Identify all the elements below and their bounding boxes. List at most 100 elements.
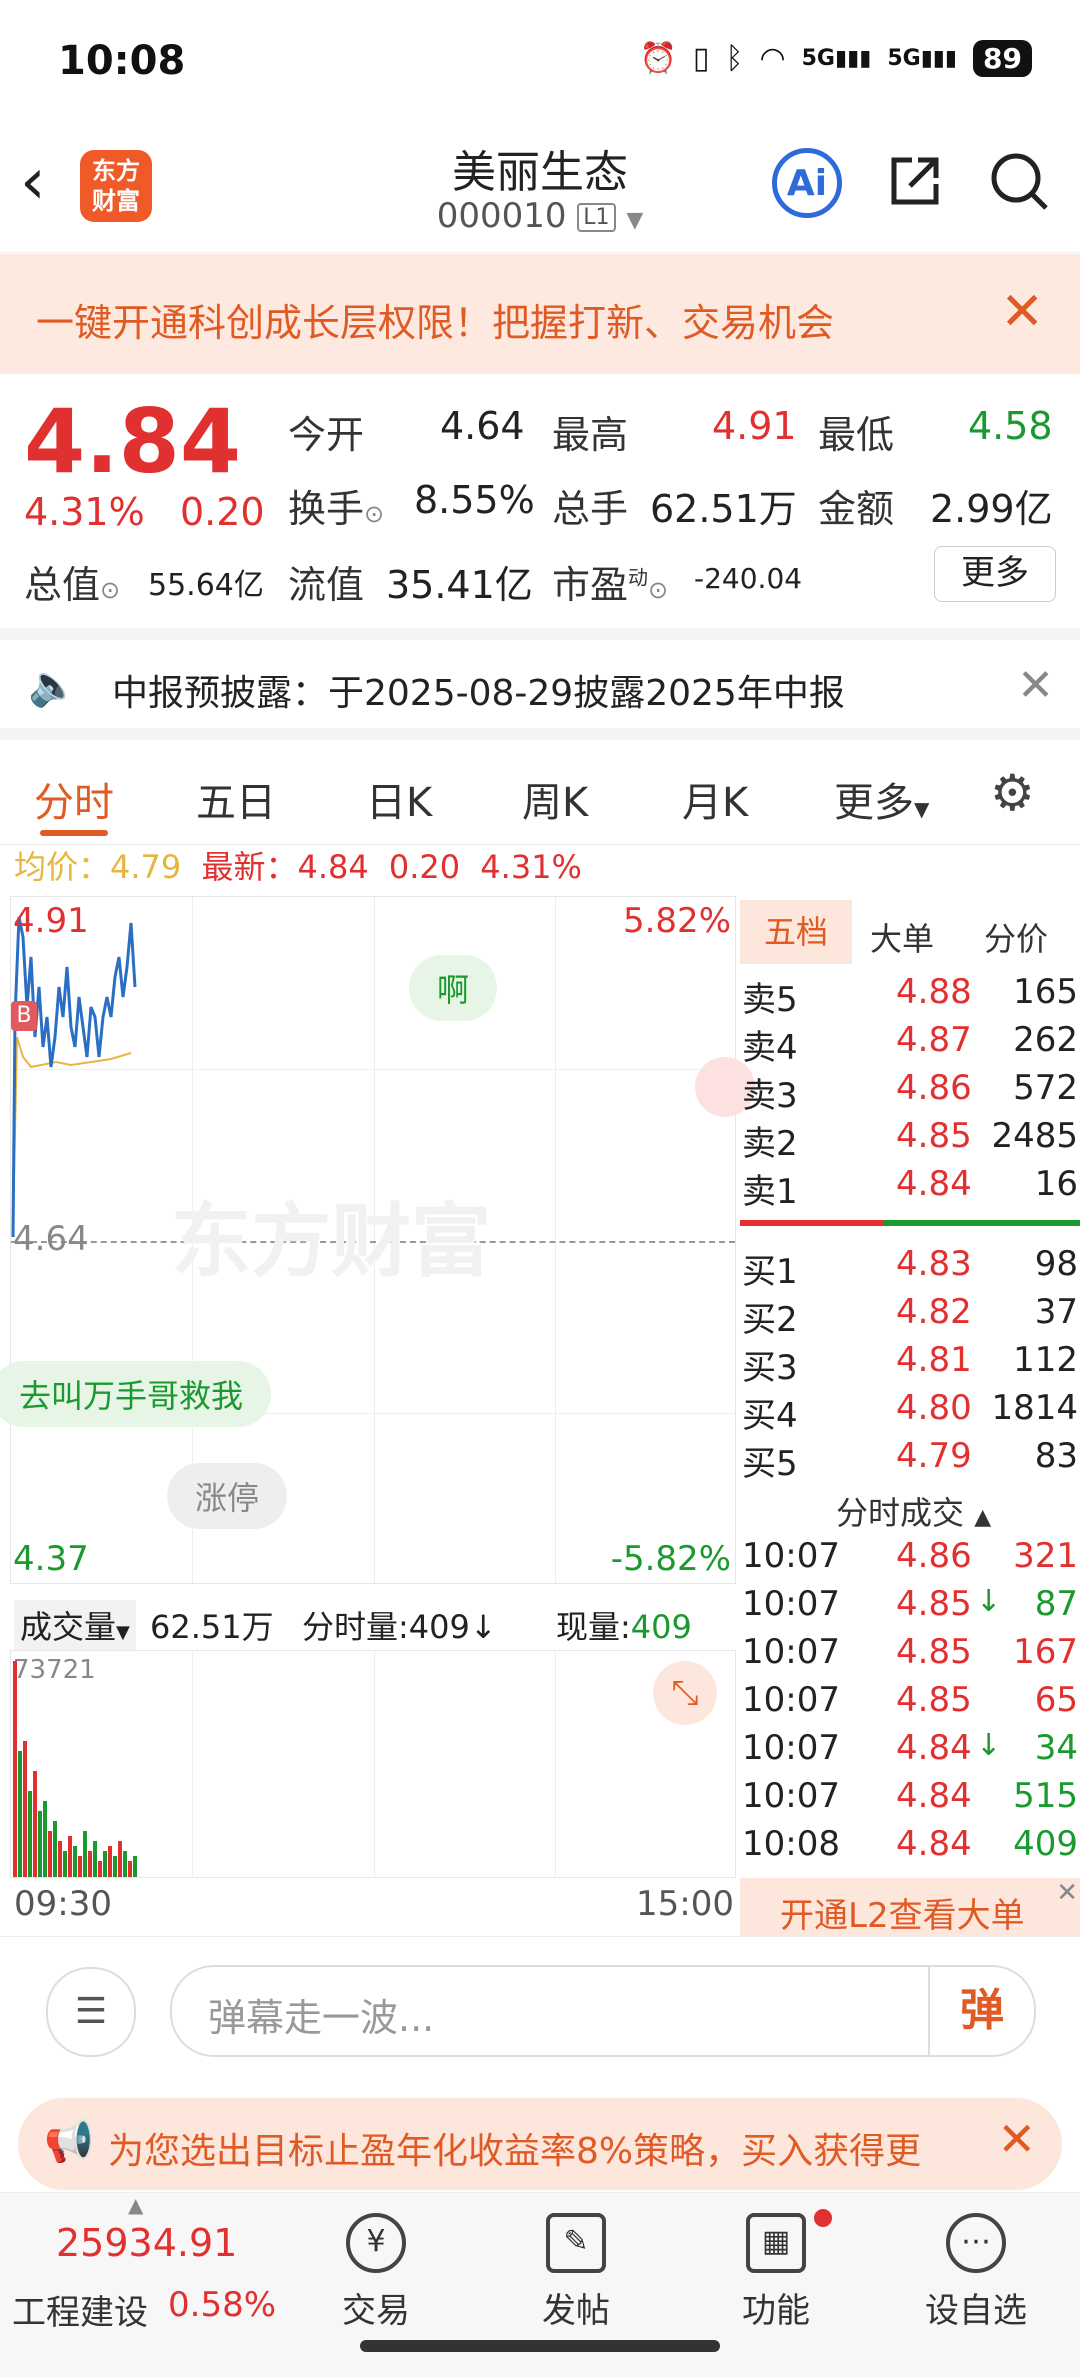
mcap-value: 55.64亿 — [148, 568, 264, 603]
level-label: 卖2 — [742, 1124, 798, 1164]
ai-button[interactable]: Ai — [772, 148, 842, 218]
level-price: 4.81 — [896, 1340, 972, 1380]
index-widget[interactable]: ▲ 25934.91 工程建设 0.58% — [0, 2193, 300, 2377]
signal-icon: 5G▮▮▮ — [801, 46, 872, 71]
danmaku-bubble-edge — [695, 1057, 755, 1117]
app-header: ‹ 东方 财富 美丽生态 000010 L1 ▼ Ai — [0, 120, 1080, 253]
l2-cta[interactable]: 开通L2查看大单 ✕ — [740, 1878, 1080, 1938]
app-logo: 东方 财富 — [80, 150, 152, 222]
nav-post[interactable]: ✎ 发帖 — [506, 2213, 646, 2332]
danmaku-settings-icon[interactable]: ☰ — [46, 1967, 136, 2057]
l2-cta-text: 开通L2查看大单 — [780, 1896, 1025, 1936]
signal-icon-2: 5G▮▮▮ — [887, 46, 958, 71]
nav-add-watchlist[interactable]: ⋯ 设自选 — [906, 2213, 1046, 2332]
share-icon[interactable] — [886, 152, 944, 210]
yen-icon: ¥ — [346, 2213, 406, 2273]
order-book-tabs: 五档 大单 分价 — [740, 896, 1080, 968]
nav-trade[interactable]: ¥ 交易 — [306, 2213, 446, 2332]
tick-price: 4.84 — [896, 1824, 972, 1864]
level-price: 4.82 — [896, 1292, 972, 1332]
amount-label: 金额 — [818, 487, 895, 531]
battery-icon: 89 — [973, 40, 1032, 77]
tab-daily-k[interactable]: 日K — [366, 780, 433, 826]
active-tab-indicator — [40, 830, 108, 836]
tick-volume: 87 — [1034, 1584, 1078, 1624]
bluetooth-icon: ᛒ — [725, 41, 744, 76]
edit-icon: ✎ — [546, 2213, 606, 2273]
price-line-svg — [11, 916, 137, 1238]
time-end: 15:00 — [636, 1884, 734, 1924]
level-volume: 98 — [1034, 1244, 1078, 1284]
gear-icon[interactable]: ⚙ — [990, 764, 1035, 822]
close-icon[interactable]: ✕ — [1000, 282, 1044, 342]
order-level-row: 买1 4.83 98 — [740, 1244, 1080, 1292]
megaphone-icon: 📢 — [44, 2119, 94, 2165]
tick-time: 10:07 — [742, 1680, 840, 1720]
ticks-header[interactable]: 分时成交 ▲ — [836, 1494, 992, 1532]
level-label: 买5 — [742, 1444, 798, 1484]
promo-text: 为您选出目标止盈年化收益率8%策略，买入获得更 — [108, 2131, 922, 2172]
promo-banner[interactable]: 一键开通科创成长层权限！把握打新、交易机会 ✕ — [0, 254, 1080, 374]
chevron-up-icon: ▲ — [128, 2193, 144, 2217]
status-icons: ⏰ ▯ ᛒ ◠ 5G▮▮▮ 5G▮▮▮ 89 — [640, 40, 1032, 77]
danmaku-send-button[interactable]: 弹 — [928, 1967, 1034, 2055]
stock-name: 美丽生态 — [452, 147, 628, 198]
chart-watermark: 东方财富 — [171, 1195, 491, 1288]
level-label: 买2 — [742, 1300, 798, 1340]
strategy-promo[interactable]: 📢 为您选出目标止盈年化收益率8%策略，买入获得更 ✕ — [18, 2098, 1062, 2190]
expand-icon[interactable]: ⤡ — [653, 1661, 717, 1725]
volume-label: 总手 — [552, 487, 629, 531]
order-level-row: 卖1 4.84 16 — [740, 1164, 1080, 1212]
tab-more[interactable]: 更多▼ — [834, 780, 930, 826]
tab-big-orders[interactable]: 大单 — [870, 920, 935, 958]
status-bar: 10:08 ⏰ ▯ ᛒ ◠ 5G▮▮▮ 5G▮▮▮ 89 — [0, 0, 1080, 120]
order-level-row: 卖2 4.85 2485 — [740, 1116, 1080, 1164]
tick-time: 10:07 — [742, 1728, 840, 1768]
tab-monthly-k[interactable]: 月K — [682, 780, 749, 826]
tab-five-levels[interactable]: 五档 — [740, 900, 852, 964]
level-label: 买4 — [742, 1396, 798, 1436]
low-value: 4.58 — [968, 404, 1053, 448]
level-price: 4.84 — [896, 1164, 972, 1204]
intraday-chart[interactable]: 东方财富 4.91 5.82% 4.64 4.37 -5.82% B 啊 去叫万… — [0, 896, 755, 1584]
open-value: 4.64 — [440, 404, 525, 448]
status-time: 10:08 — [58, 38, 186, 84]
tick-time: 10:07 — [742, 1536, 840, 1576]
volume-selector[interactable]: 成交量▼ — [14, 1600, 136, 1650]
float-label: 流值 — [288, 563, 365, 607]
tick-time: 10:07 — [742, 1584, 840, 1624]
danmaku-input[interactable]: 弹幕走一波... 弹 — [170, 1965, 1036, 2057]
close-icon[interactable]: ✕ — [1017, 660, 1054, 711]
level-volume: 165 — [1013, 972, 1078, 1012]
stock-code-selector[interactable]: 000010 L1 ▼ — [436, 196, 644, 236]
level-badge: L1 — [577, 203, 616, 232]
volume-bars — [13, 1661, 137, 1877]
pe-label: 市盈动⊙ — [552, 563, 669, 607]
wifi-icon: ◠ — [759, 41, 786, 76]
tab-price-split[interactable]: 分价 — [984, 920, 1049, 958]
buy-marker[interactable]: B — [11, 1001, 37, 1031]
more-icon: ⋯ — [946, 2213, 1006, 2273]
index-percent: 0.58% — [168, 2285, 277, 2325]
close-icon[interactable]: ✕ — [1056, 1878, 1078, 1908]
current-volume: 现量:409 — [556, 1608, 692, 1646]
tick-price: 4.85 — [896, 1632, 972, 1672]
price-info-line: 均价：4.79 最新：4.84 0.20 4.31% — [14, 848, 582, 886]
order-level-row: 卖3 4.86 572 — [740, 1068, 1080, 1116]
more-button[interactable]: 更多 — [934, 546, 1056, 602]
chart-top-pct: 5.82% — [622, 901, 731, 941]
tick-price: 4.84 — [896, 1728, 972, 1768]
close-icon[interactable]: ✕ — [997, 2112, 1036, 2166]
tick-volume: 分时量:409↓ — [302, 1608, 497, 1646]
back-arrow-icon[interactable]: ‹ — [20, 145, 46, 219]
chart-top-price: 4.91 — [13, 901, 89, 941]
nav-functions[interactable]: ▦ 功能 — [706, 2209, 846, 2332]
search-icon[interactable] — [988, 150, 1052, 214]
tab-intraday[interactable]: 分时 — [34, 780, 114, 826]
tab-weekly-k[interactable]: 周K — [522, 780, 589, 826]
notice-bar[interactable]: 🔈 中报预披露：于2025-08-29披露2025年中报 ✕ — [0, 628, 1080, 740]
level-volume: 262 — [1013, 1020, 1078, 1060]
tab-5day[interactable]: 五日 — [196, 780, 276, 826]
order-level-row: 卖4 4.87 262 — [740, 1020, 1080, 1068]
chart-bottom-price: 4.37 — [13, 1539, 89, 1579]
